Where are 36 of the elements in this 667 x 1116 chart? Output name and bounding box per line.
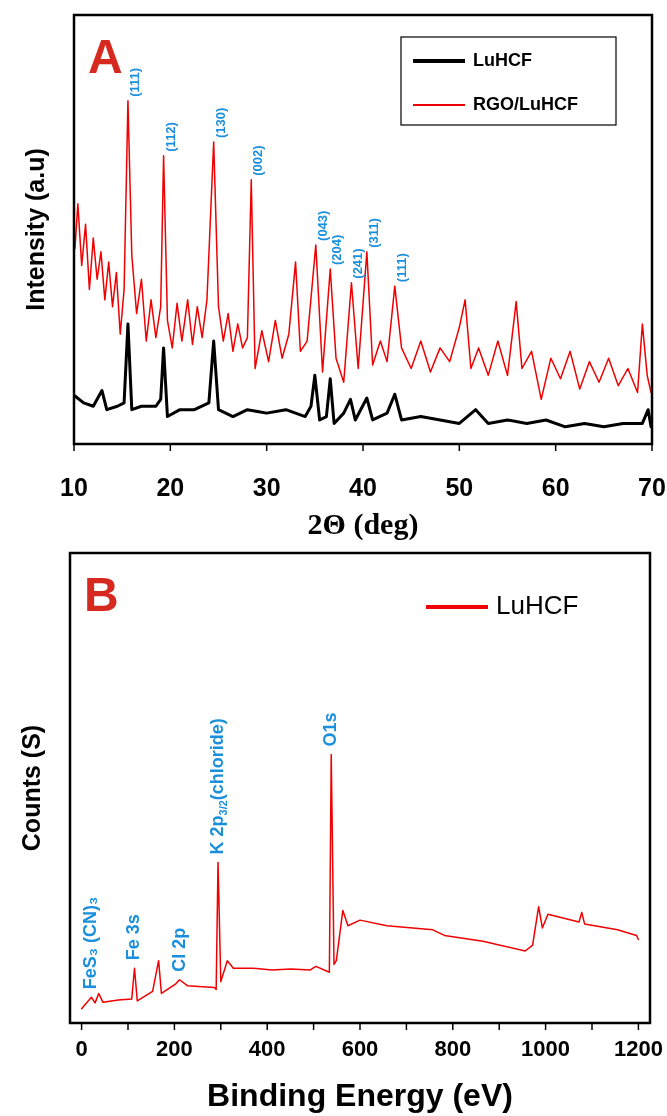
- annotation: (130): [213, 107, 229, 138]
- x-axis-title: Binding Energy (eV): [207, 1077, 513, 1113]
- annotation: (311): [366, 218, 382, 248]
- chart-title: A: [88, 30, 123, 83]
- annotation: Cl 2p: [168, 927, 189, 972]
- legend-label: LuHCF: [496, 589, 579, 620]
- annotation: (112): [163, 122, 179, 152]
- x-tick-label: 200: [156, 1036, 193, 1061]
- x-tick-label: 600: [341, 1036, 379, 1061]
- x-tick-label: 10: [60, 473, 88, 501]
- legend-label: LuHCF: [473, 49, 532, 70]
- chart-title: B: [84, 568, 119, 621]
- x-tick-label: 30: [252, 473, 281, 501]
- x-tick-label: 0: [75, 1036, 88, 1061]
- annotation: (043): [315, 210, 331, 241]
- x-tick-label: 60: [541, 473, 570, 501]
- annotation: (002): [250, 145, 266, 176]
- annotation: FeS₃ (CN)₃: [80, 896, 101, 990]
- y-axis-title: Intensity (a.u): [21, 148, 49, 311]
- annotation: (111): [394, 253, 410, 283]
- x-tick-label: 70: [638, 473, 666, 501]
- annotation: (204): [329, 234, 345, 265]
- x-tick-label: 800: [434, 1036, 472, 1061]
- legend-label: RGO/LuHCF: [473, 93, 578, 114]
- annotation: Fe 3s: [123, 914, 144, 961]
- x-tick-label: 50: [445, 473, 474, 501]
- y-axis-title: Counts (S): [17, 724, 45, 852]
- annotation: O1s: [319, 712, 340, 747]
- x-tick-label: 20: [156, 473, 185, 501]
- x-tick-label: 1000: [521, 1036, 571, 1061]
- annotation: (241): [350, 248, 366, 279]
- x-tick-label: 400: [248, 1036, 286, 1061]
- annotation: (111): [127, 67, 143, 97]
- x-axis-title: 2Θ (deg): [307, 507, 419, 541]
- x-tick-label: 1200: [613, 1036, 663, 1061]
- x-tick-label: 40: [349, 473, 377, 501]
